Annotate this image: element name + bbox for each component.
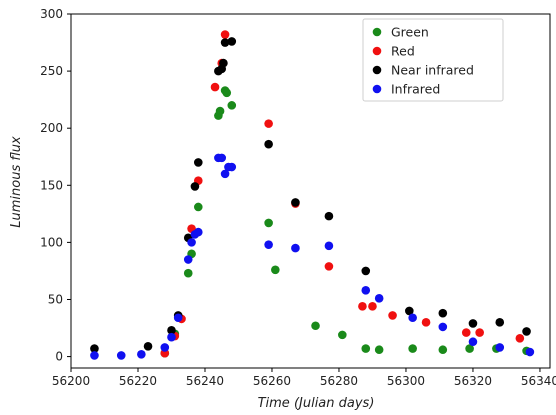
data-point <box>525 347 535 357</box>
axes: 56200 56220 56240 56260 56280 56300 56320 56340… <box>40 7 556 388</box>
data-point <box>90 351 99 360</box>
legend: Green Red Near infrared Infrared <box>362 18 504 102</box>
legend-marker <box>372 46 382 56</box>
series-green <box>160 86 531 358</box>
data-point <box>324 241 334 251</box>
data-point <box>217 153 227 163</box>
y-tick-label: 150 <box>40 178 63 192</box>
data-point <box>311 321 320 331</box>
data-point <box>408 313 417 323</box>
data-point <box>143 342 153 351</box>
data-point <box>465 344 474 353</box>
data-point <box>475 328 484 337</box>
data-point <box>227 101 237 110</box>
data-point <box>220 38 230 47</box>
legend-label: Infrared <box>391 82 440 97</box>
data-point <box>222 88 232 98</box>
y-tick-label: 100 <box>40 235 63 249</box>
legend-marker <box>372 27 382 37</box>
data-point <box>388 311 397 320</box>
data-point <box>227 162 237 172</box>
y-tick-label: 50 <box>48 292 63 306</box>
data-point <box>137 349 146 359</box>
data-point <box>291 243 300 253</box>
data-point <box>358 302 367 311</box>
data-point <box>421 318 431 327</box>
data-point <box>461 328 471 337</box>
data-point <box>495 318 505 327</box>
data-point <box>264 139 273 149</box>
data-point <box>227 37 237 46</box>
data-point <box>291 198 300 207</box>
data-point <box>438 345 448 355</box>
plot-frame <box>70 13 551 369</box>
data-point <box>160 343 170 352</box>
legend-label: Red <box>391 44 415 59</box>
x-tick-label: 56300 <box>387 374 425 388</box>
data-point <box>193 202 203 212</box>
data-point <box>219 58 228 68</box>
legend-label: Near infrared <box>391 63 474 78</box>
data-point <box>338 330 347 340</box>
data-point <box>522 327 531 336</box>
legend-marker <box>372 84 382 94</box>
data-point <box>515 334 525 343</box>
y-tick-label: 250 <box>40 64 63 78</box>
data-point <box>90 344 99 353</box>
data-point <box>187 238 196 247</box>
legend-label: Green <box>391 25 429 40</box>
plot-area <box>90 30 535 360</box>
data-point <box>361 286 371 295</box>
data-point <box>271 265 280 275</box>
data-point <box>368 302 377 311</box>
data-point <box>173 313 183 323</box>
data-point <box>264 240 273 249</box>
data-point <box>264 218 273 228</box>
data-point <box>167 326 176 335</box>
data-point <box>405 306 414 316</box>
data-point <box>438 308 448 318</box>
x-tick-label: 56260 <box>253 374 291 388</box>
data-point <box>324 262 334 271</box>
data-point <box>193 158 203 167</box>
y-axis-label: Luminous flux <box>9 136 24 228</box>
x-tick-label: 56320 <box>454 374 492 388</box>
x-tick-label: 56200 <box>52 374 90 388</box>
data-point <box>183 268 193 278</box>
x-axis-label: Time (Julian days) <box>258 396 375 411</box>
data-point <box>220 30 230 39</box>
data-point <box>183 255 193 264</box>
x-tick-label: 56340 <box>521 374 556 388</box>
series-infrared <box>90 153 535 360</box>
data-point <box>210 82 220 92</box>
data-point <box>190 182 200 191</box>
data-point <box>220 169 230 179</box>
data-point <box>361 344 371 353</box>
data-point <box>374 294 384 303</box>
data-point <box>468 319 478 328</box>
data-point <box>361 266 371 276</box>
y-tick-label: 0 <box>55 350 63 364</box>
data-point <box>495 343 505 352</box>
data-point <box>408 344 417 353</box>
data-point <box>264 119 273 128</box>
x-tick-label: 56240 <box>186 374 224 388</box>
x-tick-label: 56280 <box>320 374 358 388</box>
x-tick-label: 56220 <box>119 374 157 388</box>
legend-marker <box>372 65 382 75</box>
legend-box <box>362 18 504 102</box>
data-point <box>468 337 478 347</box>
data-point <box>215 106 225 116</box>
data-point <box>438 322 448 332</box>
data-point <box>193 227 203 237</box>
data-point <box>324 211 334 221</box>
y-tick-label: 200 <box>40 121 63 135</box>
data-point <box>167 332 176 342</box>
data-point <box>116 351 126 360</box>
y-tick-label: 300 <box>40 7 63 21</box>
data-point <box>374 345 384 355</box>
